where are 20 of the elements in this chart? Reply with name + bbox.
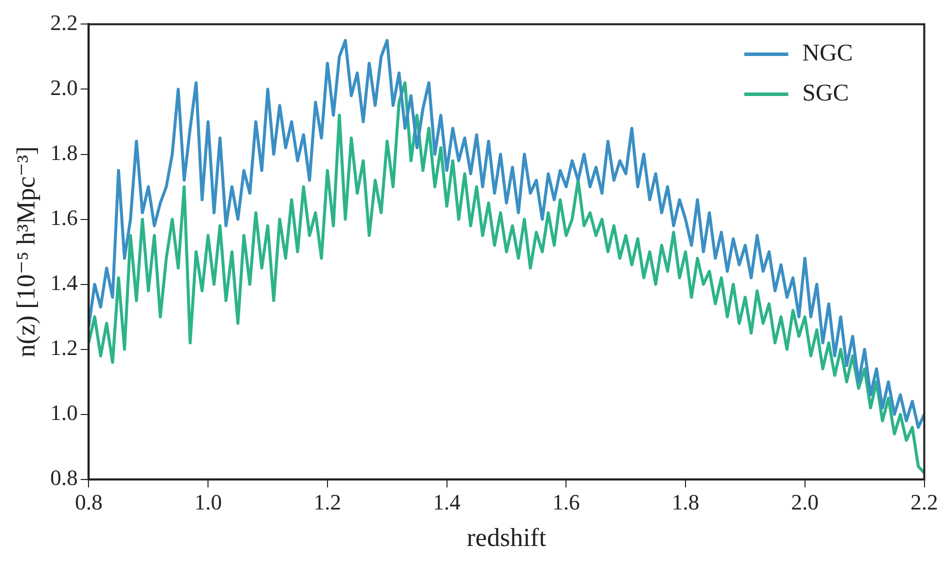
y-tick-label: 2.0 — [50, 75, 78, 100]
x-tick-label: 1.2 — [314, 489, 342, 514]
legend-label: SGC — [802, 80, 849, 106]
y-tick-label: 1.4 — [50, 270, 78, 296]
x-tick-label: 1.8 — [672, 489, 700, 514]
x-tick-label: 2.0 — [791, 489, 819, 514]
x-tick-label: 1.6 — [552, 489, 580, 514]
x-tick-label: 1.0 — [194, 489, 222, 514]
y-axis-title: n(z) [10⁻⁵ h³Mpc⁻³] — [11, 146, 40, 358]
y-tick-label: 1.8 — [50, 140, 78, 166]
y-tick-label: 1.2 — [50, 335, 78, 360]
x-tick-label: 1.4 — [433, 489, 461, 514]
y-tick-label: 0.8 — [50, 465, 78, 490]
x-tick-label: 2.2 — [910, 489, 938, 514]
x-axis-title: redshift — [466, 523, 547, 552]
y-tick-label: 1.6 — [50, 205, 78, 230]
x-tick-label: 0.8 — [74, 489, 102, 514]
legend-label: NGC — [802, 40, 853, 66]
y-tick-label: 1.0 — [50, 400, 78, 426]
y-tick-label: 2.2 — [50, 10, 78, 35]
